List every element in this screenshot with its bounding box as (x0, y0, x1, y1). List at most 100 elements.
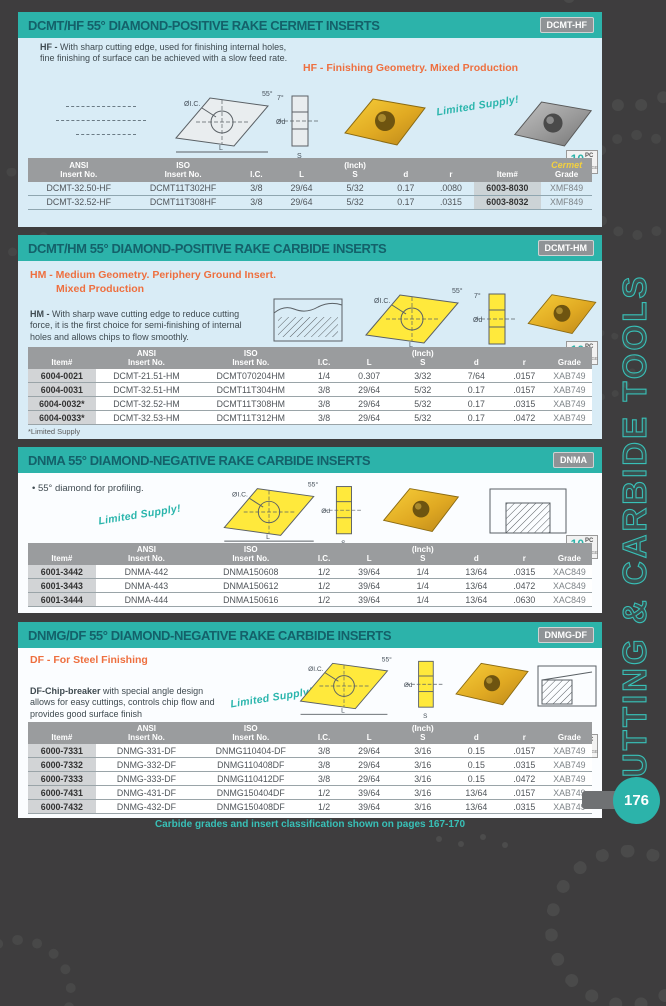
ic-cell: 1/2 (304, 799, 344, 815)
inserts-table: Item# ANSI Insert No. ISO Insert No. I.C. … (28, 543, 592, 608)
svg-text:L: L (409, 342, 413, 349)
limited-supply-note: Limited Supply! (435, 93, 520, 119)
item-cell: 6000-7332 (28, 757, 96, 773)
section-tag-badge: DCMT-HF (539, 17, 594, 33)
grade-type-label: Cermet (551, 160, 583, 170)
grade-cell: XMF849 (541, 181, 592, 196)
svg-text:Ød: Ød (473, 317, 482, 324)
iso-cell: DNMG150404DF (197, 785, 305, 801)
r-cell: .0315 (501, 565, 547, 580)
grade-cell: XAC849 (546, 565, 592, 580)
page-number-badge: 176 (613, 777, 660, 824)
d-cell: 0.17 (450, 410, 502, 426)
r-cell: .0472 (501, 578, 547, 594)
svg-text:Ød: Ød (404, 682, 413, 689)
svg-text:ØI.C.: ØI.C. (232, 491, 248, 498)
ansi-cell: DCMT-32.51-HM (95, 382, 198, 398)
ic-cell: 3/8 (236, 181, 277, 196)
d-cell: 0.17 (383, 181, 429, 196)
geometry-headline: DF - For Steel Finishing (30, 654, 148, 666)
section-title: DNMG/DF 55° DIAMOND-NEGATIVE RAKE CARBID… (28, 627, 392, 643)
insert-photo-gold (382, 488, 460, 533)
table-row: 6004-0032* DCMT-32.52-HM DCMT11T308HM 3/8 … (28, 396, 592, 412)
l-cell: 29/64 (343, 744, 395, 759)
item-cell: 6000-7331 (28, 744, 96, 759)
svg-text:L: L (266, 534, 270, 541)
geometry-headline: HF - Finishing Geometry. Mixed Productio… (303, 62, 519, 74)
ansi-cell: DCMT-32.53-HM (95, 410, 198, 426)
table-row: 6000-7432 DNMG-432-DF DNMG150408DF 1/2 39/… (28, 799, 592, 815)
section-dcmt-hf: DCMT/HF 55° DIAMOND-POSITIVE RAKE CERMET… (18, 12, 602, 227)
section-tag-badge: DNMA (553, 452, 594, 468)
table-header: ANSI Insert No. ISO Insert No. I.C. L (Inc… (28, 158, 592, 182)
ic-cell: 3/8 (304, 382, 344, 398)
s-cell: 1/4 (394, 592, 451, 608)
d-cell: 13/64 (450, 578, 502, 594)
r-cell: .0315 (428, 195, 474, 210)
ansi-cell: DNMG-332-DF (95, 757, 198, 773)
ic-cell: 1/4 (304, 369, 344, 384)
table-row: DCMT-32.52-HF DCMT11T308HF 3/8 29/64 5/32 0… (28, 195, 592, 210)
svg-text:55°: 55° (308, 481, 319, 489)
grade-cell: XAB749 (546, 410, 592, 426)
item-cell: 6001-3443 (28, 578, 96, 594)
svg-text:Ød: Ød (276, 119, 285, 126)
grade-cell: XAB749 (546, 369, 592, 384)
grade-cell: XAB749 (546, 771, 592, 787)
dots-decoration (436, 836, 442, 842)
limited-supply-footnote: *Limited Supply (28, 427, 81, 436)
d-cell: 13/64 (450, 565, 502, 580)
grade-cell: XAB749 (546, 382, 592, 398)
feature-bullet: • 55° diamond for profiling. (32, 483, 144, 494)
grade-cell: XAB749 (546, 799, 592, 815)
iso-cell: DCMT11T302HF (129, 181, 237, 196)
ansi-cell: DNMG-431-DF (95, 785, 198, 801)
insert-photo-cermet (513, 101, 593, 147)
grade-cell: XMF849 (541, 195, 592, 210)
table-body: 6001-3442 DNMA-442 DNMA150608 1/2 39/64 1/4… (28, 565, 592, 608)
gear-decoration (0, 935, 76, 1006)
table-row: 6004-0031 DCMT-32.51-HM DCMT11T304HM 3/8 2… (28, 382, 592, 398)
insert-front-view-diagram: ØI.C. 55° L (299, 655, 392, 715)
d-cell: 0.17 (383, 195, 429, 210)
svg-text:Ød: Ød (321, 508, 330, 515)
geometry-description: HF - With sharp cutting edge, used for f… (40, 42, 288, 64)
item-cell: 6004-0021 (28, 369, 96, 384)
svg-text:55°: 55° (382, 655, 392, 663)
insert-photo-gold (455, 662, 529, 706)
table-header: Item# ANSI Insert No. ISO Insert No. I.C. … (28, 347, 592, 370)
svg-text:7°: 7° (277, 94, 284, 102)
table-row: 6000-7331 DNMG-331-DF DNMG110404-DF 3/8 29… (28, 744, 592, 759)
table-row: 6000-7333 DNMG-333-DF DNMG110412DF 3/8 29/… (28, 771, 592, 787)
section-title: DCMT/HM 55° DIAMOND-POSITIVE RAKE CARBID… (28, 240, 387, 256)
s-cell: 5/32 (394, 410, 451, 426)
ansi-cell: DCMT-32.52-HM (95, 396, 198, 412)
geometry-description: HM - With sharp wave cutting edge to red… (30, 309, 242, 342)
section-header-bar: DCMT/HF 55° DIAMOND-POSITIVE RAKE CERMET… (18, 12, 602, 38)
grade-cell: XAB749 (546, 396, 592, 412)
l-cell: 0.307 (343, 369, 395, 384)
svg-text:ØI.C.: ØI.C. (184, 101, 200, 108)
r-cell: .0157 (501, 369, 547, 384)
s-cell: 1/4 (394, 578, 451, 594)
iso-cell: DNMG150408DF (197, 799, 305, 815)
ansi-cell: DNMG-432-DF (95, 799, 198, 815)
section-header-bar: DNMG/DF 55° DIAMOND-NEGATIVE RAKE CARBID… (18, 622, 602, 648)
l-cell: 39/64 (343, 799, 395, 815)
ansi-cell: DNMG-331-DF (95, 744, 198, 759)
l-cell: 29/64 (343, 396, 395, 412)
l-cell: 39/64 (343, 785, 395, 801)
ic-cell: 1/2 (304, 785, 344, 801)
ansi-cell: DNMA-442 (95, 565, 198, 580)
chipbreaker-profile-diagram (273, 298, 343, 342)
table-row: 6004-0033* DCMT-32.53-HM DCMT11T312HM 3/8 … (28, 410, 592, 426)
s-cell: 5/32 (394, 396, 451, 412)
d-cell: 13/64 (450, 785, 502, 801)
ansi-cell: DCMT-32.50-HF (28, 181, 130, 196)
iso-cell: DNMA150612 (197, 578, 305, 594)
ic-cell: 3/8 (304, 757, 344, 773)
d-cell: 13/64 (450, 799, 502, 815)
iso-cell: DNMG110404-DF (197, 744, 305, 759)
d-cell: 0.17 (450, 396, 502, 412)
inserts-table: ANSI Insert No. ISO Insert No. I.C. L (Inc… (28, 158, 592, 210)
